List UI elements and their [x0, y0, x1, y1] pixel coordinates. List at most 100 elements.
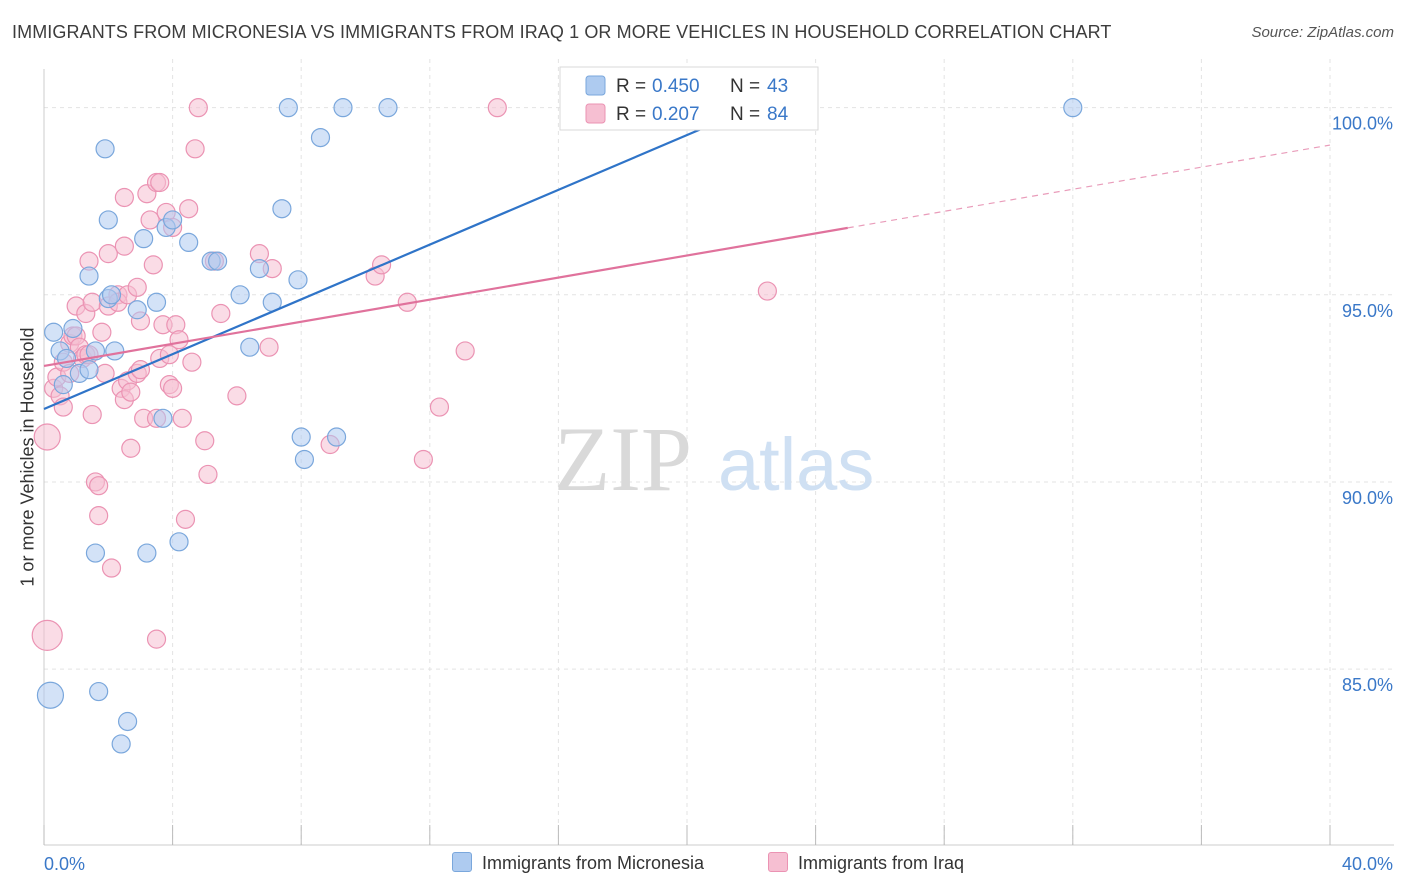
iraq-point — [89, 476, 109, 496]
legend-top-swatch-iraq — [585, 103, 606, 124]
iraq-point — [163, 378, 183, 398]
micronesia-point — [127, 300, 147, 320]
micronesia-point — [169, 532, 189, 552]
iraq-point — [487, 98, 507, 118]
micronesia-point — [98, 210, 118, 230]
micronesia-point — [291, 427, 311, 447]
micronesia-point — [163, 210, 183, 230]
legend-swatch-micronesia — [452, 852, 472, 872]
iraq-point — [429, 397, 450, 417]
legend-top: R = 0.450 N = 43 R = 0.207 N = 84 — [559, 66, 819, 131]
chart-title: IMMIGRANTS FROM MICRONESIA VS IMMIGRANTS… — [12, 22, 1112, 42]
legend-top-r-value-iraq: 0.207 — [652, 104, 700, 125]
iraq-point — [182, 352, 202, 372]
y-tick-label: 95.0% — [1342, 301, 1393, 321]
micronesia-point — [378, 98, 398, 118]
y-tick-label: 85.0% — [1342, 675, 1393, 695]
micronesia-point — [111, 734, 131, 754]
iraq-point — [146, 629, 167, 649]
micronesia-point — [272, 199, 292, 219]
iraq-point — [101, 558, 122, 578]
micronesia-point — [79, 360, 99, 380]
micronesia-points — [36, 98, 1083, 754]
x-tick-label: 40.0% — [1342, 854, 1393, 874]
micronesia-point — [53, 375, 73, 395]
iraq-point — [259, 337, 279, 357]
iraq-point — [211, 303, 231, 324]
micronesia-point — [278, 98, 298, 118]
iraq-point — [169, 330, 189, 350]
legend-top-n-value-micronesia: 43 — [767, 76, 788, 97]
legend-top-r-value-micronesia: 0.450 — [652, 76, 700, 97]
y-tick-label: 90.0% — [1342, 488, 1393, 508]
micronesia-point — [79, 266, 99, 286]
iraq-point — [413, 449, 433, 470]
iraq-point — [114, 187, 134, 208]
iraq-point — [188, 98, 208, 118]
iraq-point — [195, 431, 215, 451]
iraq-point — [121, 382, 141, 402]
micronesia-point — [117, 711, 138, 732]
micronesia-point — [56, 348, 77, 369]
legend-top-n-label-iraq: N = — [730, 104, 760, 125]
iraq-point — [150, 172, 170, 193]
micronesia-point — [179, 232, 199, 252]
legend-label-iraq: Immigrants from Iraq — [798, 853, 965, 873]
legend-top-r-label-micronesia: R = — [616, 76, 646, 97]
micronesia-point — [137, 543, 157, 563]
iraq-point — [198, 464, 218, 485]
iraq-point — [82, 292, 102, 312]
tick-labels: 85.0% 90.0% 95.0% 100.0% 0.0% 40.0% — [44, 114, 1393, 874]
micronesia-trend-line — [43, 106, 752, 410]
micronesia-point — [134, 229, 154, 249]
trend-lines — [43, 106, 1331, 410]
iraq-point — [757, 281, 777, 301]
iraq-point — [455, 341, 475, 361]
micronesia-point — [230, 285, 250, 305]
legend-label-micronesia: Immigrants from Micronesia — [482, 853, 705, 873]
micronesia-point — [249, 259, 270, 279]
micronesia-point — [310, 128, 331, 148]
watermark: ZIP atlas — [554, 408, 874, 510]
micronesia-point — [89, 681, 109, 702]
legend-swatch-iraq — [768, 852, 788, 872]
micronesia-point — [101, 285, 122, 305]
iraq-point — [179, 199, 199, 219]
iraq-trend-line — [43, 226, 848, 367]
legend-item-micronesia: Immigrants from Micronesia — [452, 852, 704, 874]
legend-top-r-label-iraq: R = — [616, 104, 646, 125]
micronesia-point — [333, 98, 353, 118]
iraq-point — [114, 236, 134, 256]
iraq-point — [140, 210, 160, 230]
iraq-point — [89, 506, 109, 526]
micronesia-point — [240, 337, 260, 357]
micronesia-point — [146, 292, 167, 312]
watermark-atlas: atlas — [718, 423, 874, 506]
iraq-point — [92, 322, 112, 342]
micronesia-point — [44, 322, 64, 342]
iraq-point — [31, 619, 63, 652]
micronesia-point — [326, 427, 347, 447]
grid-lines — [44, 59, 1394, 845]
iraq-point — [98, 244, 118, 264]
legend-top-n-label-micronesia: N = — [730, 76, 760, 97]
micronesia-point — [95, 139, 115, 159]
legend-top-swatch-micronesia — [585, 75, 606, 96]
iraq-trend-extension — [847, 144, 1331, 229]
y-tick-label: 100.0% — [1332, 114, 1393, 134]
micronesia-point — [63, 318, 83, 339]
iraq-point — [121, 438, 141, 458]
micronesia-point — [85, 543, 106, 563]
micronesia-point — [208, 251, 228, 271]
iraq-point — [33, 423, 61, 451]
legend-top-n-value-iraq: 84 — [767, 104, 789, 125]
axes — [43, 69, 1394, 846]
iraq-point — [127, 277, 147, 297]
micronesia-point — [294, 449, 315, 470]
y-axis-label: 1 or more Vehicles in Household — [17, 327, 38, 587]
chart-source: Source: ZipAtlas.com — [1251, 24, 1394, 41]
micronesia-point — [153, 408, 173, 428]
iraq-point — [82, 404, 102, 425]
iraq-point — [143, 255, 163, 275]
